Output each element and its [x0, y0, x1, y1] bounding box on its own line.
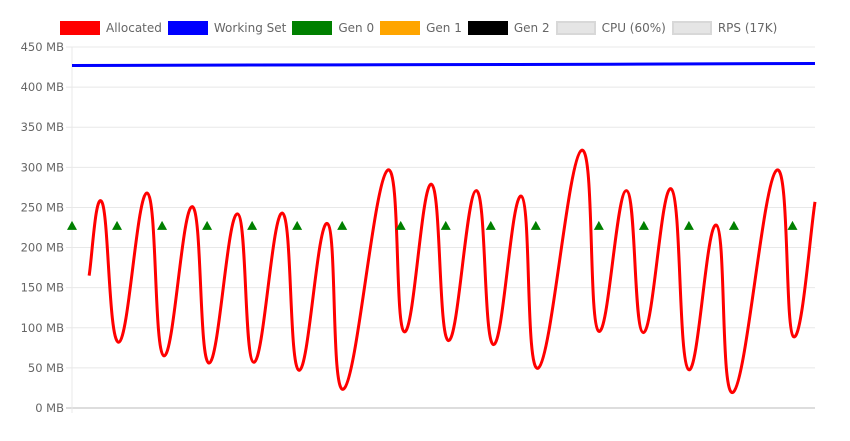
gen-0-marker: [395, 220, 406, 230]
legend-swatch: [60, 21, 100, 35]
legend-label: Allocated: [106, 21, 162, 35]
legend-item-gen-0[interactable]: Gen 0: [292, 21, 374, 35]
legend-item-rps-17k[interactable]: RPS (17K): [671, 21, 778, 35]
gen-0-marker: [530, 220, 541, 230]
gen-0-marker: [638, 220, 649, 230]
y-tick-label: 450 MB: [21, 40, 65, 54]
legend-item-working-set[interactable]: Working Set: [167, 21, 287, 35]
y-tick-label: 100 MB: [21, 321, 65, 335]
chart-legend: Allocated Working Set Gen 0 Gen 1 Gen 2 CPU (…: [60, 21, 783, 35]
allocated-line: [87, 148, 817, 394]
legend-item-gen-2[interactable]: Gen 2: [467, 21, 550, 35]
y-tick-label: 0 MB: [35, 401, 64, 415]
legend-label: RPS (17K): [717, 21, 778, 35]
y-tick-label: 50 MB: [28, 361, 64, 375]
legend-swatch: [671, 21, 712, 35]
gen-0-marker: [202, 220, 213, 230]
legend-item-allocated[interactable]: Allocated: [60, 21, 162, 35]
legend-label: Gen 2: [513, 21, 550, 35]
legend-swatch: [555, 21, 596, 35]
gen-0-marker: [683, 220, 694, 230]
gen-0-marker: [157, 220, 168, 230]
legend-swatch: [167, 21, 208, 35]
y-tick-label: 350 MB: [21, 120, 65, 134]
working-set-line: [71, 61, 816, 67]
legend-swatch: [467, 21, 508, 35]
gen-0-marker: [787, 220, 798, 230]
legend-label: Gen 1: [426, 21, 462, 35]
gen-0-marker: [292, 220, 303, 230]
legend-label: Working Set: [213, 21, 287, 35]
legend-item-gen-1[interactable]: Gen 1: [380, 21, 462, 35]
legend-swatch: [292, 21, 333, 35]
gen-0-marker: [112, 220, 123, 230]
y-tick-label: 250 MB: [21, 200, 65, 214]
y-tick-label: 400 MB: [21, 80, 65, 94]
gen-0-marker: [728, 220, 739, 230]
gen-0-marker: [67, 220, 77, 230]
gen-0-marker: [485, 220, 496, 230]
gen-0-marker: [337, 220, 348, 230]
legend-item-cpu-60[interactable]: CPU (60%): [555, 21, 666, 35]
y-tick-label: 300 MB: [21, 160, 65, 174]
gen-0-marker: [440, 220, 451, 230]
gen-0-marker: [593, 220, 604, 230]
y-tick-label: 150 MB: [21, 281, 65, 295]
legend-label: Gen 0: [338, 21, 375, 35]
legend-swatch: [380, 21, 421, 35]
legend-label: CPU (60%): [601, 21, 666, 35]
gen-0-marker: [247, 220, 258, 230]
y-tick-label: 200 MB: [21, 241, 65, 255]
